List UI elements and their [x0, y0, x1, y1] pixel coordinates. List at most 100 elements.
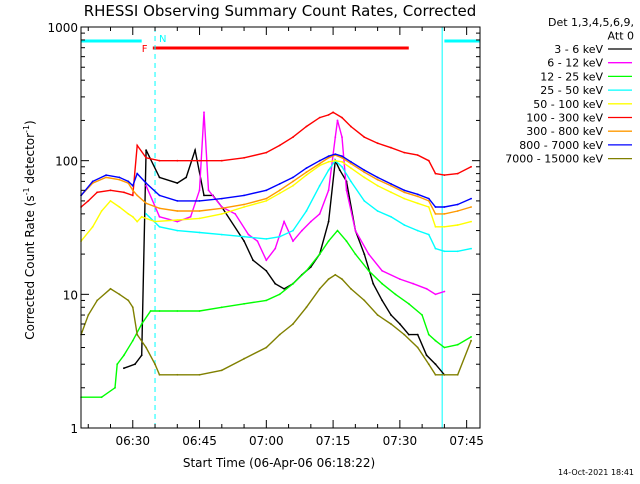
data-point	[198, 373, 201, 376]
data-point	[381, 269, 383, 272]
data-point	[443, 373, 446, 376]
data-point	[243, 357, 246, 360]
data-point	[198, 159, 201, 162]
data-point	[203, 111, 205, 114]
data-point	[243, 203, 246, 206]
data-point	[338, 169, 341, 172]
data-point	[399, 323, 401, 325]
x-tick-label: 07:30	[383, 434, 418, 448]
data-point	[198, 210, 201, 212]
data-point	[327, 220, 330, 223]
data-point	[470, 197, 472, 200]
data-point	[198, 200, 201, 202]
data-point	[327, 114, 330, 116]
data-point	[341, 165, 343, 168]
data-point	[367, 253, 370, 256]
data-point	[105, 174, 107, 177]
data-point	[140, 215, 143, 218]
data-point	[327, 189, 330, 192]
x-axis-label: Start Time (06-Apr-06 06:18:22)	[183, 456, 375, 470]
y-tick-label: 100	[55, 155, 78, 169]
series-line-7	[80, 154, 472, 215]
data-point	[100, 396, 103, 399]
data-point	[145, 202, 148, 205]
legend-header-line: Det 1,3,4,5,6,9,	[548, 16, 634, 29]
data-point	[394, 293, 397, 296]
data-point	[334, 136, 337, 139]
legend-label: 300 - 800 keV	[526, 125, 603, 138]
data-point	[456, 250, 459, 253]
data-point	[327, 156, 330, 159]
data-point	[318, 253, 321, 256]
data-point	[265, 151, 268, 154]
data-point	[390, 183, 392, 185]
data-point	[91, 225, 94, 228]
data-point	[91, 180, 94, 183]
data-point	[443, 206, 446, 208]
data-point	[136, 220, 139, 223]
legend-header-line: Att 0	[608, 30, 634, 43]
data-point	[145, 213, 148, 215]
x-tick-label: 06:30	[115, 434, 150, 448]
data-point	[434, 247, 437, 250]
data-point	[427, 197, 430, 200]
ylabel-exp2: -1	[22, 125, 31, 133]
data-point	[363, 299, 366, 302]
data-point	[278, 333, 281, 336]
data-point	[278, 183, 281, 185]
data-point	[131, 306, 134, 309]
data-point	[136, 144, 139, 147]
data-point	[176, 310, 179, 312]
data-point	[305, 174, 308, 177]
data-point	[265, 200, 268, 202]
data-point	[283, 287, 285, 290]
data-point	[427, 159, 430, 162]
data-point	[278, 144, 281, 147]
data-point	[443, 250, 446, 253]
data-point	[425, 287, 428, 290]
data-point	[176, 182, 179, 185]
data-point	[399, 278, 401, 280]
data-point	[140, 323, 143, 325]
data-point	[145, 149, 148, 152]
ylabel-end: )	[23, 120, 37, 125]
data-point	[327, 160, 330, 163]
plot-frame	[80, 26, 481, 429]
data-point	[220, 159, 223, 162]
data-point	[427, 333, 430, 336]
data-point	[265, 299, 268, 302]
data-point	[145, 184, 148, 187]
data-point	[265, 259, 268, 262]
data-point	[256, 240, 259, 243]
data-point	[443, 174, 446, 177]
data-point	[207, 189, 210, 192]
data-point	[443, 213, 446, 215]
data-point	[470, 206, 472, 208]
data-point	[118, 293, 121, 296]
data-point	[154, 220, 156, 223]
legend-label: 800 - 7000 keV	[519, 139, 603, 152]
data-point	[131, 339, 134, 342]
data-point	[416, 154, 419, 157]
data-point	[292, 184, 294, 187]
data-point	[243, 206, 246, 208]
data-point	[434, 339, 437, 342]
data-point	[341, 155, 343, 158]
data-point	[434, 172, 437, 175]
data-point	[456, 172, 459, 175]
data-point	[301, 229, 303, 232]
data-point	[434, 225, 437, 228]
data-point	[149, 310, 152, 312]
data-point	[434, 213, 437, 215]
data-point	[416, 193, 419, 196]
data-point	[305, 167, 308, 170]
svg-text:Corrected Count Rate (s-1 dete: Corrected Count Rate (s-1 detector-1)	[22, 120, 37, 339]
data-point	[158, 194, 161, 197]
data-point	[131, 184, 134, 187]
data-point	[220, 369, 223, 372]
annotations-layer: FN	[81, 27, 481, 428]
data-point	[176, 219, 179, 221]
legend-label: 50 - 100 keV	[533, 98, 603, 111]
